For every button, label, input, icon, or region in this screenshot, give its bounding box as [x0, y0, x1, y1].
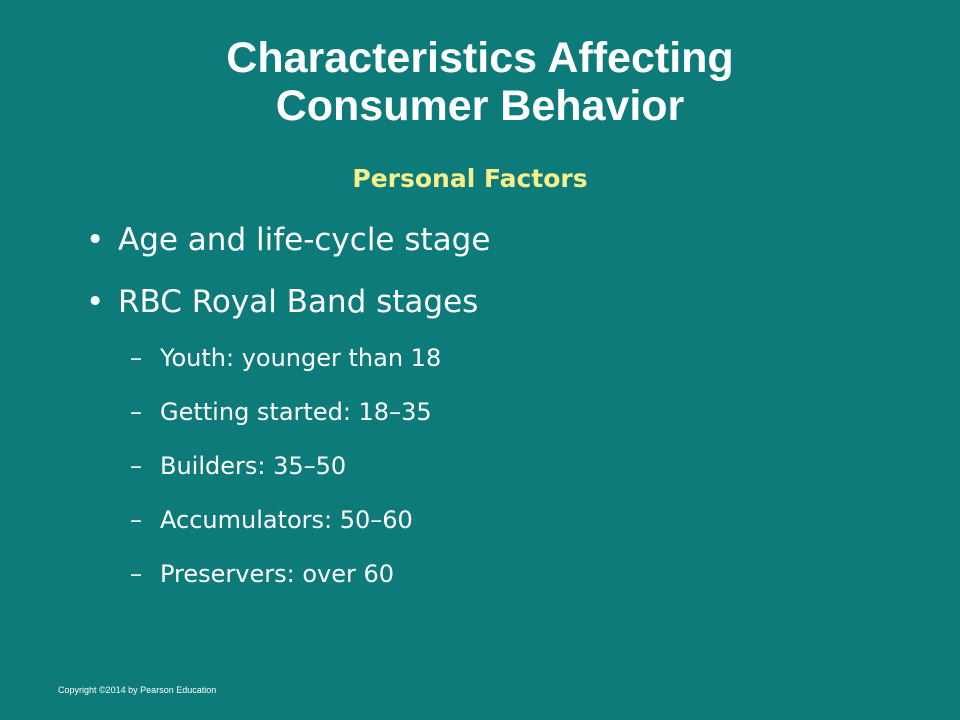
dash-marker: – [130, 344, 142, 372]
sub-bullet-item: – Builders: 35–50 [130, 446, 890, 500]
dash-marker: – [130, 398, 142, 426]
sub-bullet-text: Getting started: 18–35 [160, 398, 432, 426]
sub-bullet-text: Builders: 35–50 [160, 452, 347, 480]
bullet-marker: • [86, 222, 105, 258]
sub-bullet-item: – Preservers: over 60 [130, 554, 890, 608]
sub-bullet-item: – Accumulators: 50–60 [130, 500, 890, 554]
slide-subtitle: Personal Factors [352, 164, 588, 193]
slide-title-line-2: Consumer Behavior [275, 82, 685, 130]
bullet-item: • Age and life-cycle stage [86, 218, 906, 280]
sub-bullet-item: – Getting started: 18–35 [130, 392, 890, 446]
dash-marker: – [130, 560, 142, 588]
sub-bullet-text: Youth: younger than 18 [160, 344, 442, 372]
slide-title-line-1: Characteristics Affecting [226, 34, 734, 82]
sub-bullet-text: Accumulators: 50–60 [160, 506, 413, 534]
bullet-list: • Age and life-cycle stage • RBC Royal B… [86, 218, 906, 342]
slide-title: Characteristics Affecting Consumer Behav… [0, 34, 960, 130]
bullet-text: RBC Royal Band stages [118, 284, 479, 320]
copyright-notice: Copyright ©2014 by Pearson Education [58, 685, 217, 695]
bullet-marker: • [86, 284, 105, 320]
sub-bullet-item: – Youth: younger than 18 [130, 338, 890, 392]
bullet-text: Age and life-cycle stage [118, 222, 491, 258]
dash-marker: – [130, 452, 142, 480]
sub-bullet-list: – Youth: younger than 18 – Getting start… [130, 338, 890, 608]
dash-marker: – [130, 506, 142, 534]
bullet-item: • RBC Royal Band stages [86, 280, 906, 342]
sub-bullet-text: Preservers: over 60 [160, 560, 395, 588]
